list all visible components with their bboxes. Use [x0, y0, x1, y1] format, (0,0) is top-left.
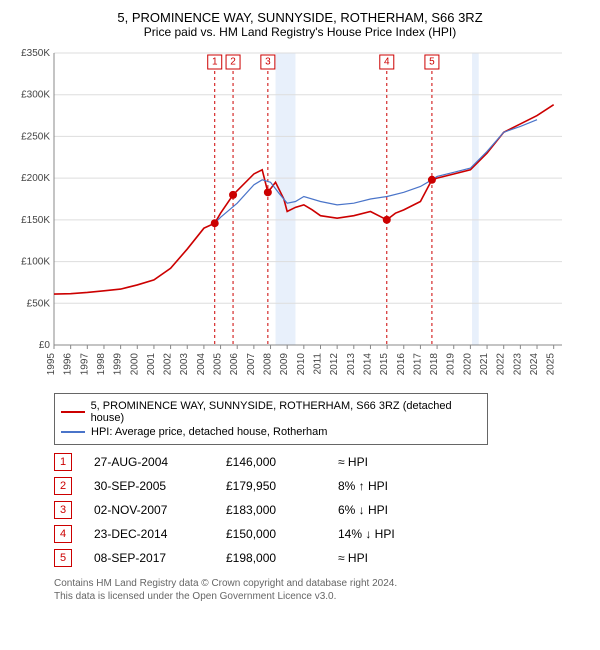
svg-text:£100K: £100K: [21, 257, 50, 268]
svg-text:2002: 2002: [163, 353, 174, 376]
svg-text:£350K: £350K: [21, 48, 50, 59]
svg-text:2011: 2011: [312, 353, 323, 375]
footer-line1: Contains HM Land Registry data © Crown c…: [54, 577, 554, 590]
svg-text:2023: 2023: [512, 353, 523, 376]
sales-marker-number: 3: [54, 501, 72, 519]
sales-table: 1 27-AUG-2004 £146,000 ≈ HPI 2 30-SEP-2005 £17…: [54, 453, 590, 567]
svg-text:2006: 2006: [229, 353, 240, 376]
svg-text:2019: 2019: [446, 353, 457, 376]
svg-text:2017: 2017: [412, 353, 423, 376]
svg-text:1997: 1997: [79, 353, 90, 376]
sales-price: £150,000: [226, 527, 316, 541]
svg-text:2024: 2024: [529, 353, 540, 376]
sales-hpi-comparison: ≈ HPI: [338, 455, 438, 469]
sales-price: £179,950: [226, 479, 316, 493]
sales-date: 30-SEP-2005: [94, 479, 204, 493]
svg-text:2001: 2001: [146, 353, 157, 376]
svg-text:2014: 2014: [362, 353, 373, 376]
sales-date: 23-DEC-2014: [94, 527, 204, 541]
legend-item: HPI: Average price, detached house, Roth…: [61, 426, 481, 438]
sales-row: 3 02-NOV-2007 £183,000 6% ↓ HPI: [54, 501, 590, 519]
svg-text:2007: 2007: [246, 353, 257, 376]
svg-text:£50K: £50K: [27, 298, 51, 309]
chart-title-line2: Price paid vs. HM Land Registry's House …: [10, 25, 590, 39]
footer-attribution: Contains HM Land Registry data © Crown c…: [54, 577, 554, 603]
svg-text:2003: 2003: [179, 353, 190, 376]
sales-row: 5 08-SEP-2017 £198,000 ≈ HPI: [54, 549, 590, 567]
sales-hpi-comparison: 8% ↑ HPI: [338, 479, 438, 493]
svg-text:2009: 2009: [279, 353, 290, 376]
legend: 5, PROMINENCE WAY, SUNNYSIDE, ROTHERHAM,…: [54, 393, 488, 445]
svg-text:2010: 2010: [296, 353, 307, 376]
svg-text:£250K: £250K: [21, 131, 50, 142]
price-chart: £0 £50K £100K £150K £200K £250K £300K £350K 1995…: [10, 45, 590, 385]
svg-text:4: 4: [384, 57, 390, 68]
sales-row: 4 23-DEC-2014 £150,000 14% ↓ HPI: [54, 525, 590, 543]
svg-text:5: 5: [429, 57, 435, 68]
sales-marker-number: 1: [54, 453, 72, 471]
sales-marker-number: 2: [54, 477, 72, 495]
legend-label: HPI: Average price, detached house, Roth…: [91, 426, 327, 438]
sales-date: 02-NOV-2007: [94, 503, 204, 517]
svg-text:2005: 2005: [213, 353, 224, 376]
legend-item: 5, PROMINENCE WAY, SUNNYSIDE, ROTHERHAM,…: [61, 400, 481, 424]
sales-hpi-comparison: 14% ↓ HPI: [338, 527, 438, 541]
svg-text:2008: 2008: [263, 353, 274, 376]
svg-text:1996: 1996: [63, 353, 74, 376]
svg-text:2020: 2020: [462, 353, 473, 376]
svg-text:£0: £0: [39, 340, 51, 351]
svg-text:2012: 2012: [329, 353, 340, 376]
svg-text:£300K: £300K: [21, 90, 50, 101]
legend-label: 5, PROMINENCE WAY, SUNNYSIDE, ROTHERHAM,…: [91, 400, 481, 424]
svg-text:2022: 2022: [496, 353, 507, 376]
sales-row: 2 30-SEP-2005 £179,950 8% ↑ HPI: [54, 477, 590, 495]
sales-price: £183,000: [226, 503, 316, 517]
svg-text:2025: 2025: [546, 353, 557, 376]
svg-text:1998: 1998: [96, 353, 107, 376]
legend-swatch: [61, 411, 85, 413]
svg-text:1: 1: [212, 57, 218, 68]
svg-text:£150K: £150K: [21, 215, 50, 226]
sales-date: 08-SEP-2017: [94, 551, 204, 565]
svg-text:2018: 2018: [429, 353, 440, 376]
svg-text:2: 2: [230, 57, 236, 68]
sales-date: 27-AUG-2004: [94, 455, 204, 469]
svg-text:2015: 2015: [379, 353, 390, 376]
svg-text:1999: 1999: [113, 353, 124, 376]
sales-hpi-comparison: 6% ↓ HPI: [338, 503, 438, 517]
svg-text:1995: 1995: [46, 353, 57, 376]
footer-line2: This data is licensed under the Open Gov…: [54, 590, 554, 603]
svg-text:£200K: £200K: [21, 173, 50, 184]
sales-hpi-comparison: ≈ HPI: [338, 551, 438, 565]
svg-text:2016: 2016: [396, 353, 407, 376]
sales-price: £146,000: [226, 455, 316, 469]
svg-text:2021: 2021: [479, 353, 490, 376]
chart-title-line1: 5, PROMINENCE WAY, SUNNYSIDE, ROTHERHAM,…: [10, 10, 590, 25]
svg-text:2004: 2004: [196, 353, 207, 376]
svg-text:2013: 2013: [346, 353, 357, 376]
sales-marker-number: 4: [54, 525, 72, 543]
sales-marker-number: 5: [54, 549, 72, 567]
legend-swatch: [61, 431, 85, 433]
sales-row: 1 27-AUG-2004 £146,000 ≈ HPI: [54, 453, 590, 471]
svg-text:2000: 2000: [129, 353, 140, 376]
sales-price: £198,000: [226, 551, 316, 565]
svg-text:3: 3: [265, 57, 271, 68]
